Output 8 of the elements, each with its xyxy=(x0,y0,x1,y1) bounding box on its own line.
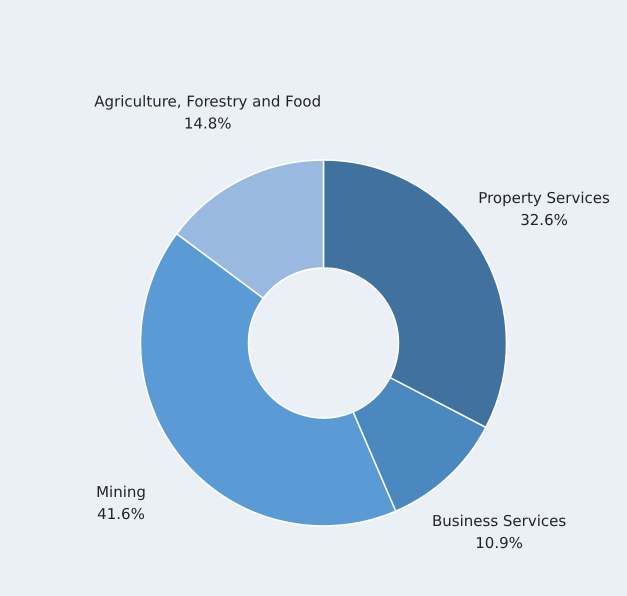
data-label: 10.9% xyxy=(475,534,523,552)
slice-label: Agriculture, Forestry and Food xyxy=(94,92,322,110)
data-label: 14.8% xyxy=(184,114,232,132)
data-label: 41.6% xyxy=(97,504,145,523)
slice-label: Mining xyxy=(96,482,146,501)
data-label: 32.6% xyxy=(520,211,568,230)
slice-label: Business Services xyxy=(432,512,566,530)
slice-label: Property Services xyxy=(478,189,610,208)
